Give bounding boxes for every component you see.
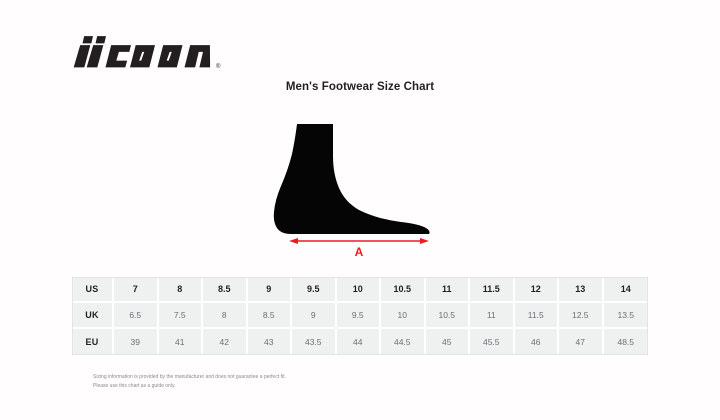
cell-us-1: 7	[114, 277, 159, 303]
cell-eu-12: 48.5	[603, 329, 648, 355]
row-label-us: US	[72, 277, 114, 303]
cell-uk-9: 11	[470, 303, 515, 329]
cell-eu-6: 44	[336, 329, 381, 355]
table-row-eu: EU 39 41 42 43 43.5 44 44.5 45 45.5 46 4…	[72, 329, 648, 355]
cell-eu-11: 47	[559, 329, 604, 355]
row-label-uk: UK	[72, 303, 114, 329]
table-row-us: US 7 8 8.5 9 9.5 10 10.5 11 11.5 12 13 1…	[72, 277, 648, 303]
page-title: Men's Footwear Size Chart	[285, 81, 435, 93]
disclaimer: Sizing information is provided by the ma…	[93, 373, 286, 391]
disclaimer-line-2: Please use this chart as a guide only.	[93, 383, 176, 389]
cell-uk-1: 6.5	[114, 303, 159, 329]
cell-eu-7: 44.5	[381, 329, 426, 355]
cell-eu-10: 46	[514, 329, 559, 355]
table-row-uk: UK 6.5 7.5 8 8.5 9 9.5 10 10.5 11 11.5 1…	[72, 303, 648, 329]
size-chart-table: US 7 8 8.5 9 9.5 10 10.5 11 11.5 12 13 1…	[72, 277, 648, 355]
cell-us-10: 12	[514, 277, 559, 303]
cell-us-3: 8.5	[203, 277, 248, 303]
cell-eu-1: 39	[114, 329, 159, 355]
cell-eu-8: 45	[425, 329, 470, 355]
cell-us-9: 11.5	[470, 277, 515, 303]
icon-logo-graphic: ®	[73, 36, 221, 70]
cell-uk-6: 9.5	[336, 303, 381, 329]
cell-eu-3: 42	[203, 329, 248, 355]
cell-eu-9: 45.5	[470, 329, 515, 355]
foot-diagram-graphic: A	[273, 124, 430, 259]
cell-us-7: 10.5	[381, 277, 426, 303]
row-label-eu: EU	[72, 329, 114, 355]
cell-uk-7: 10	[381, 303, 426, 329]
cell-uk-2: 7.5	[158, 303, 203, 329]
cell-us-5: 9.5	[292, 277, 337, 303]
registered-trademark-mark: ®	[216, 63, 221, 70]
cell-eu-2: 41	[158, 329, 203, 355]
cell-us-11: 13	[559, 277, 604, 303]
cell-us-8: 11	[425, 277, 470, 303]
foot-measurement-diagram: A	[255, 112, 465, 260]
foot-sock-silhouette	[273, 124, 430, 234]
cell-uk-8: 10.5	[425, 303, 470, 329]
icon-logo: ®	[70, 24, 270, 72]
cell-eu-5: 43.5	[292, 329, 337, 355]
cell-us-6: 10	[336, 277, 381, 303]
cell-us-4: 9	[247, 277, 292, 303]
cell-uk-11: 12.5	[559, 303, 604, 329]
cell-us-12: 14	[603, 277, 648, 303]
cell-uk-5: 9	[292, 303, 337, 329]
cell-uk-10: 11.5	[514, 303, 559, 329]
cell-us-2: 8	[158, 277, 203, 303]
cell-eu-4: 43	[247, 329, 292, 355]
cell-uk-3: 8	[203, 303, 248, 329]
measurement-label: A	[355, 245, 364, 259]
cell-uk-12: 13.5	[603, 303, 648, 329]
measurement-arrow	[289, 238, 429, 244]
cell-uk-4: 8.5	[247, 303, 292, 329]
disclaimer-line-1: Sizing information is provided by the ma…	[93, 374, 286, 380]
